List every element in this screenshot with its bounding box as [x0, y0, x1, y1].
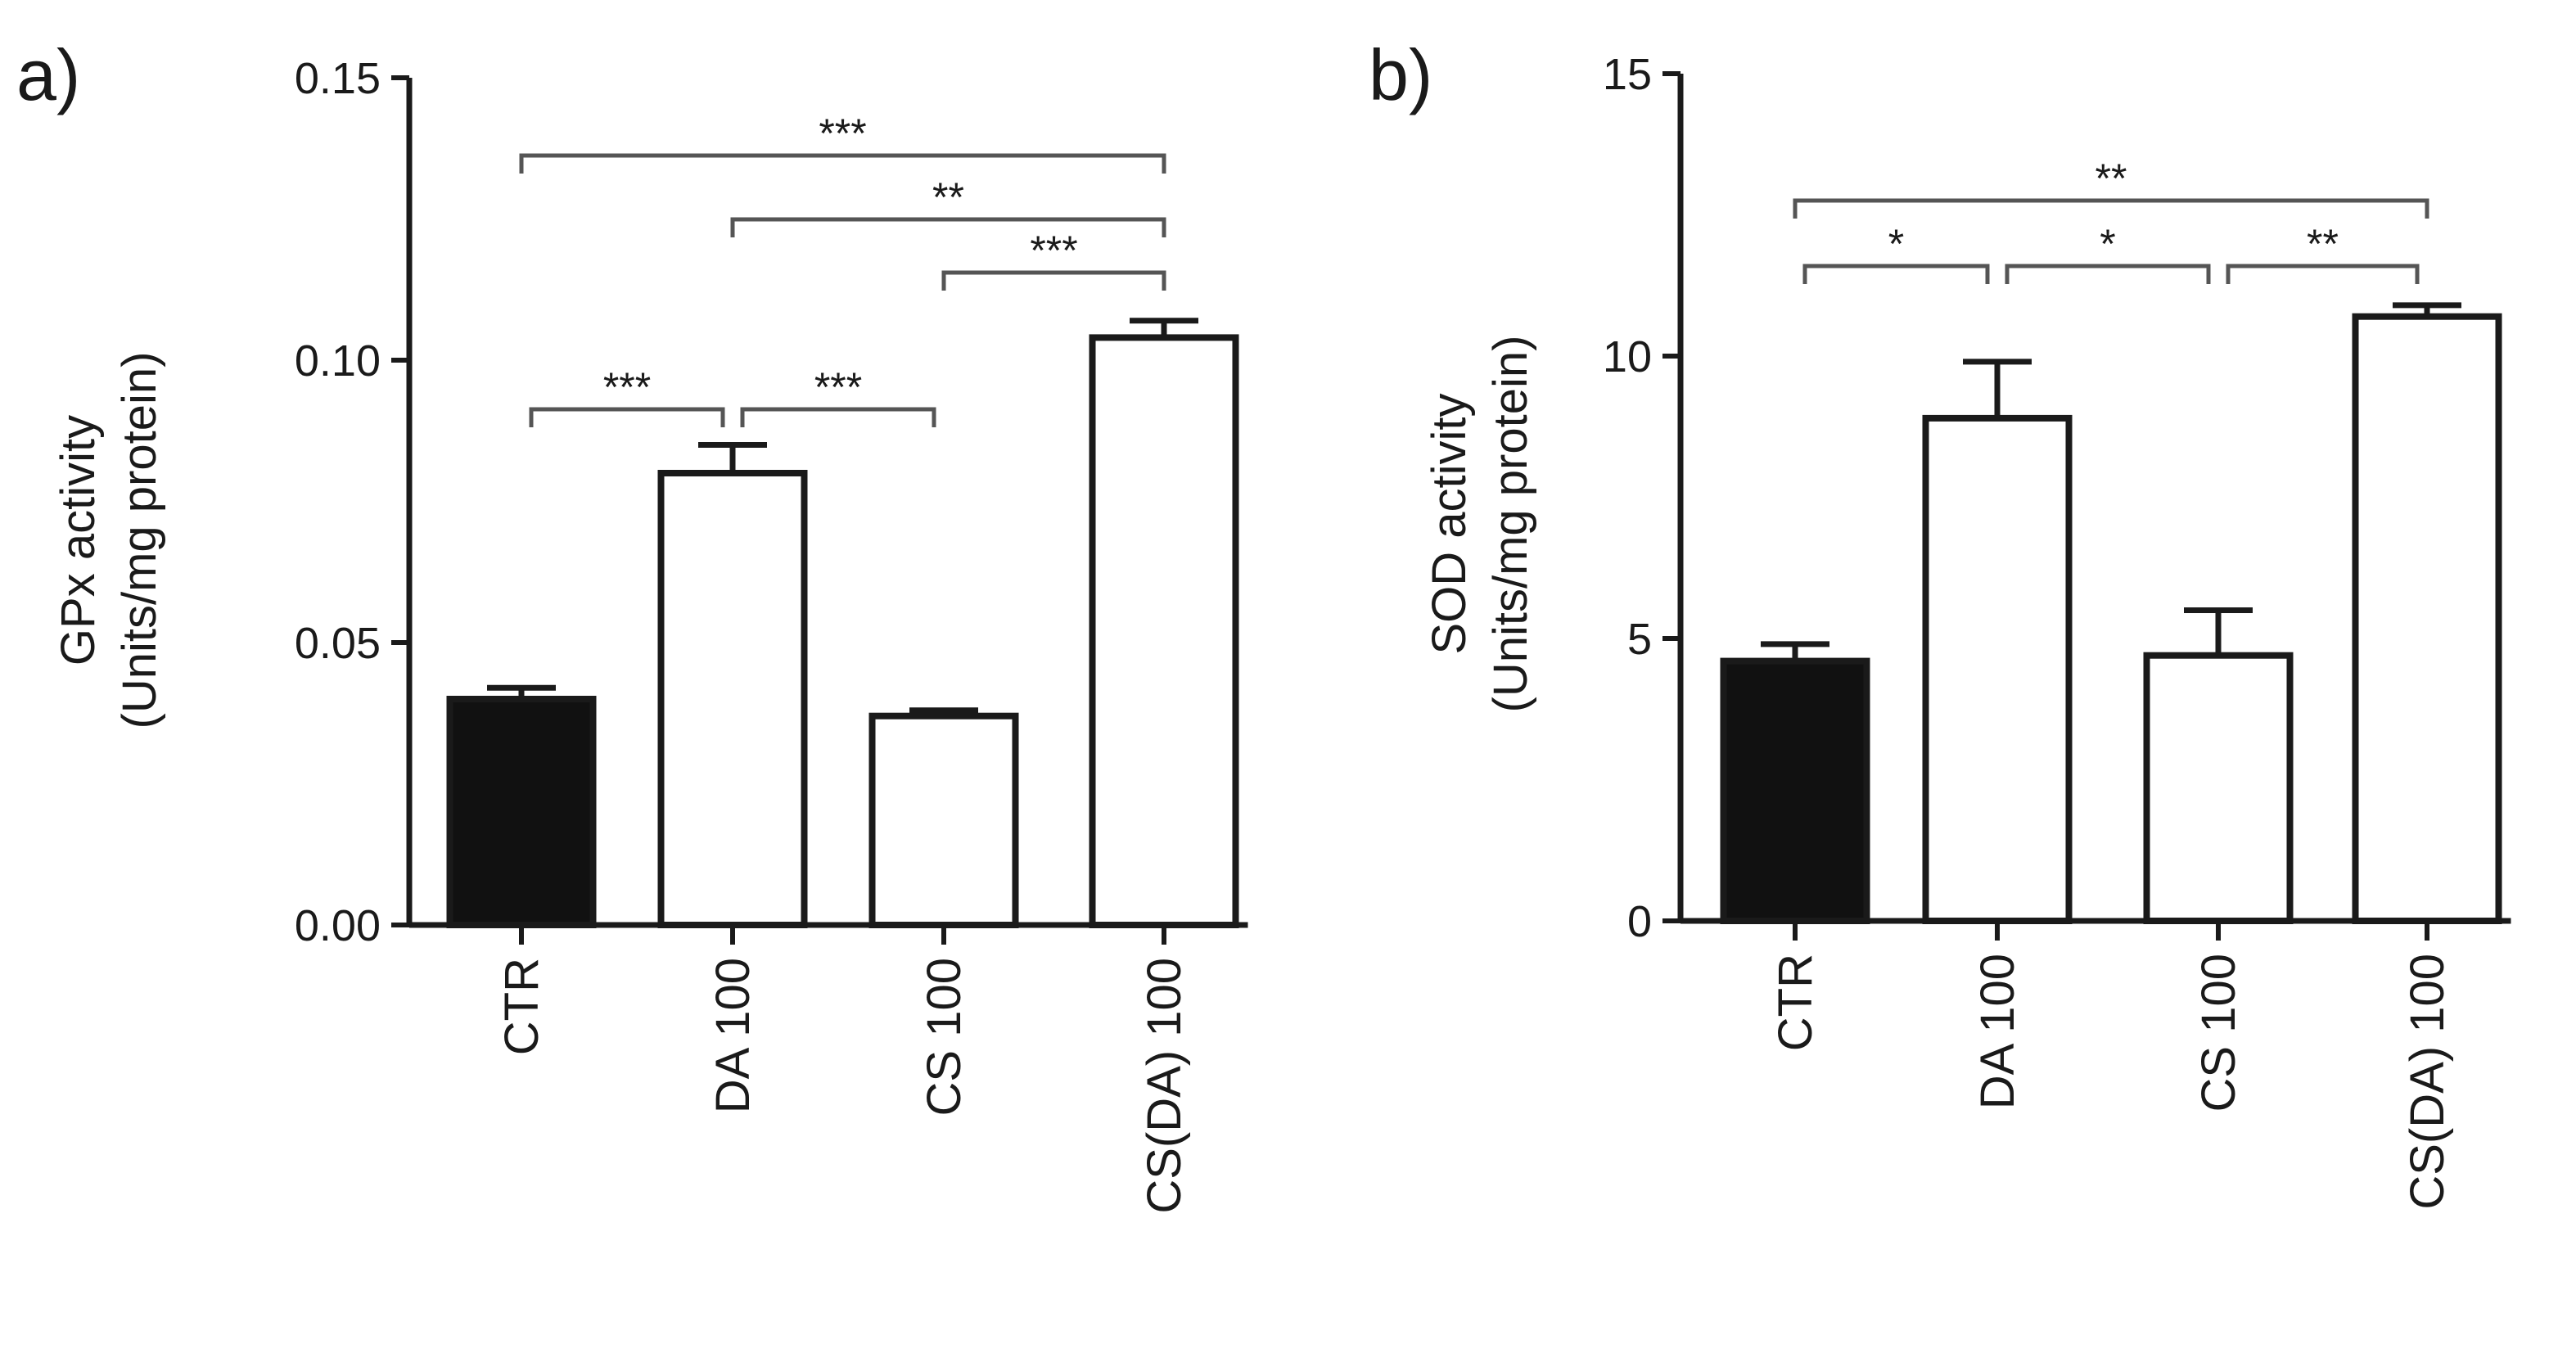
panel-b-category-label-2: CS 100: [2192, 954, 2245, 1112]
panel-b-significance: *** * **: [1793, 156, 2429, 284]
panel-b-bars: [1720, 302, 2502, 924]
panel-a-sig-label-1: **: [932, 174, 964, 220]
panel-b-sig-label-2: *: [2100, 221, 2115, 267]
panel-a-ylabel-line2: (Units/mg protein): [113, 352, 166, 729]
panel-a-sig-label-4: ***: [814, 364, 862, 410]
panel-a-sig-bracket-3: [529, 407, 725, 427]
panel-a-ylabel-line1: GPx activity: [52, 415, 105, 665]
panel-b-sig-label-1: *: [1888, 221, 1904, 267]
panel-b-ytick-label-1: 5: [1627, 615, 1652, 664]
panel-a-category-label-3: CS(DA) 100: [1138, 958, 1191, 1214]
panel-b-bar-0: [1720, 657, 1870, 924]
panel-b-sig-bracket-2: [2005, 264, 2211, 284]
panel-a-sig-bracket-4: [740, 407, 936, 427]
panel-b-ylabel-line2: (Units/mg protein): [1484, 336, 1537, 713]
panel-b-ytick-label-2: 10: [1603, 332, 1652, 381]
panel-b-sig-label-3: **: [2307, 221, 2339, 267]
panel-b-label: b): [1369, 34, 1432, 115]
panel-a-sig-bracket-2: [941, 270, 1166, 291]
panel-a-sig-label-2: ***: [1030, 228, 1077, 273]
panel-b-category-label-1: DA 100: [1971, 954, 2024, 1109]
panel-b-bar-1: [1922, 414, 2073, 924]
panel-a-sig-bracket-1: [730, 217, 1166, 237]
panel-a-category-label-2: CS 100: [918, 958, 971, 1116]
panel-b-ylabel-line1: SOD activity: [1423, 393, 1476, 654]
panel-a-sig-label-3: ***: [603, 364, 651, 410]
panel-b-bar-2: [2143, 652, 2294, 924]
panel-b-sig-bracket-0: [1793, 198, 2429, 219]
panel-a-significance: *********** ***: [519, 111, 1166, 427]
panel-a-axes: 0.00 0.05 0.10 0.15 CTR DA 100 CS 100 CS(DA) 10…: [295, 54, 1248, 1214]
panel-a-sig-bracket-0: [519, 153, 1166, 174]
panel-a-gpx-chart: a) GPx activity (Units/mg protein) 0.000…: [16, 34, 1248, 1214]
panel-a-bar-0: [446, 696, 597, 928]
panel-b-sig-label-0: **: [2096, 156, 2127, 201]
panel-b-ytick-label-0: 0: [1627, 897, 1652, 946]
panel-b-sig-bracket-3: [2226, 264, 2420, 284]
panel-b-sod-chart: b) SOD activity (Units/mg protein) 0 5 10 1…: [1369, 34, 2511, 1210]
panel-a-sig-label-0: ***: [819, 111, 866, 156]
panel-b-bar-3: [2352, 313, 2502, 924]
panel-b-ytick-label-3: 15: [1603, 50, 1652, 99]
panel-a-category-label-1: DA 100: [706, 958, 760, 1113]
panel-b-category-label-3: CS(DA) 100: [2401, 954, 2454, 1210]
panel-a-ytick-label-0: 0.00: [295, 901, 381, 950]
panel-a-label: a): [16, 34, 80, 115]
panel-a-ytick-label-3: 0.15: [295, 54, 381, 103]
panel-a-bar-2: [868, 712, 1019, 929]
panel-a-bar-3: [1089, 334, 1239, 928]
panel-a-ytick-label-2: 0.10: [295, 336, 381, 386]
panel-a-category-label-0: CTR: [495, 958, 548, 1055]
panel-b-category-label-0: CTR: [1769, 954, 1822, 1051]
panel-a-bar-1: [657, 470, 808, 928]
panel-a-ytick-label-1: 0.05: [295, 619, 381, 668]
panel-a-bars: [446, 318, 1239, 929]
panel-b-sig-bracket-1: [1802, 264, 1990, 284]
